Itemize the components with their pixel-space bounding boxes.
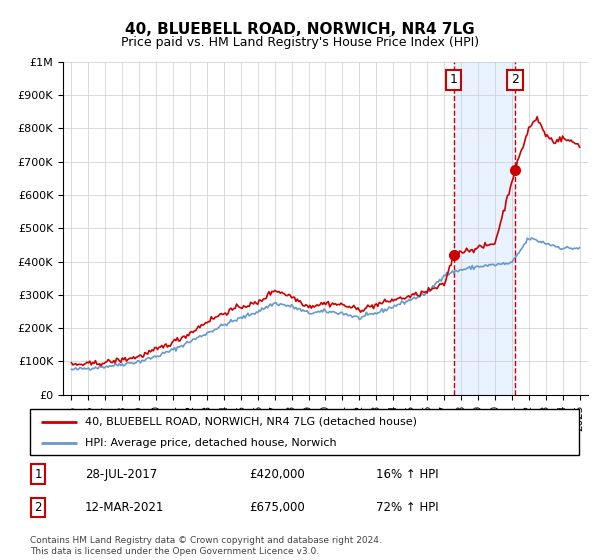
- Text: 1: 1: [450, 73, 458, 86]
- FancyBboxPatch shape: [30, 409, 579, 455]
- Text: 40, BLUEBELL ROAD, NORWICH, NR4 7LG (detached house): 40, BLUEBELL ROAD, NORWICH, NR4 7LG (det…: [85, 417, 417, 427]
- Text: 1: 1: [34, 468, 42, 480]
- Text: 2: 2: [511, 73, 519, 86]
- Text: 72% ↑ HPI: 72% ↑ HPI: [376, 501, 439, 514]
- Text: 16% ↑ HPI: 16% ↑ HPI: [376, 468, 439, 480]
- Text: 28-JUL-2017: 28-JUL-2017: [85, 468, 157, 480]
- Text: HPI: Average price, detached house, Norwich: HPI: Average price, detached house, Norw…: [85, 438, 337, 448]
- Text: 2: 2: [34, 501, 42, 514]
- Text: £675,000: £675,000: [250, 501, 305, 514]
- Text: Contains HM Land Registry data © Crown copyright and database right 2024.
This d: Contains HM Land Registry data © Crown c…: [30, 536, 382, 556]
- Text: £420,000: £420,000: [250, 468, 305, 480]
- Text: Price paid vs. HM Land Registry's House Price Index (HPI): Price paid vs. HM Land Registry's House …: [121, 36, 479, 49]
- Bar: [454, 62, 515, 395]
- Text: 40, BLUEBELL ROAD, NORWICH, NR4 7LG: 40, BLUEBELL ROAD, NORWICH, NR4 7LG: [125, 22, 475, 38]
- Text: 12-MAR-2021: 12-MAR-2021: [85, 501, 164, 514]
